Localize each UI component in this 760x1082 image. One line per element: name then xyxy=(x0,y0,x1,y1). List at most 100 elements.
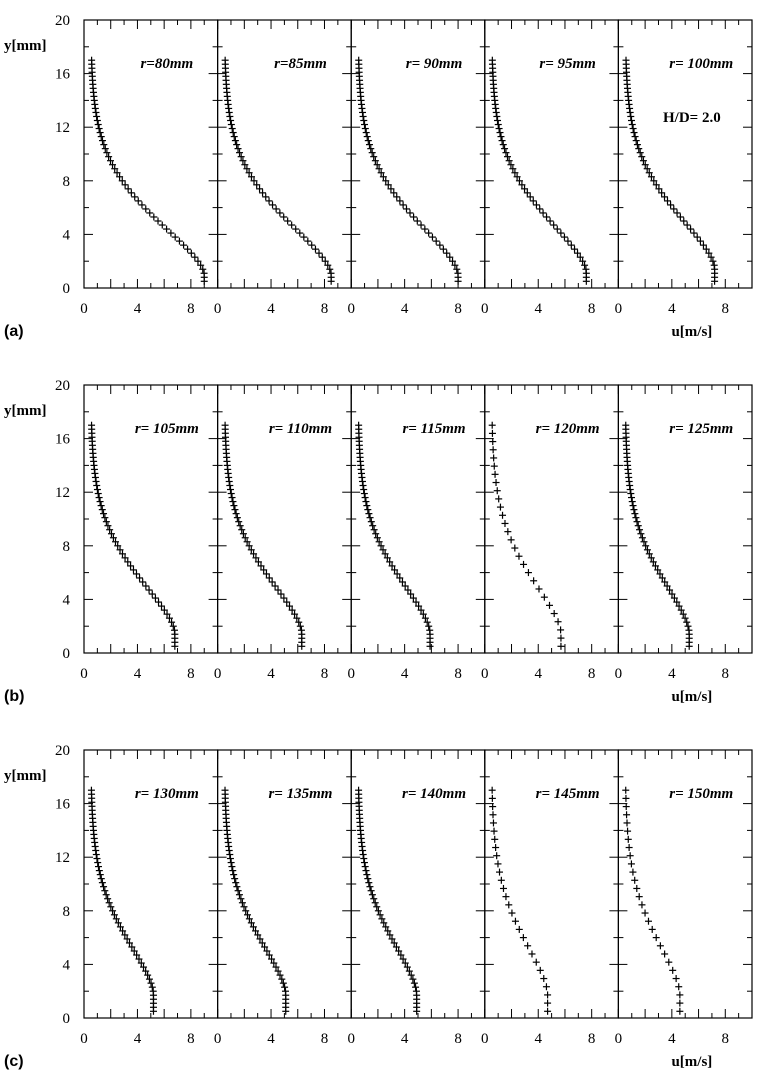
x-tick-label: 0 xyxy=(80,301,88,317)
x-tick-label: 0 xyxy=(214,301,222,317)
row-label: (c) xyxy=(4,1053,24,1070)
x-tick-label: 8 xyxy=(722,301,730,317)
x-tick-label: 4 xyxy=(668,301,676,317)
x-tick-label: 8 xyxy=(187,301,195,317)
radius-annotation: r= 135mm xyxy=(268,786,332,802)
radius-annotation: r= 130mm xyxy=(135,786,199,802)
radius-annotation: r= 105mm xyxy=(135,421,199,437)
x-tick-label: 4 xyxy=(267,301,275,317)
panel: 0 4 8 r= 130mm xyxy=(80,749,219,1047)
y-axis-title: y[mm] xyxy=(4,38,46,54)
panel: 0 4 8 r=80mm xyxy=(80,19,219,317)
x-tick-label: 8 xyxy=(187,666,195,682)
x-axis-title: u[m/s] xyxy=(671,1054,712,1070)
panel: 0 4 8 r= 100mm H/D= 2.0 xyxy=(615,19,753,317)
data-series xyxy=(221,421,306,650)
panel: 0 4 8 r= 105mm xyxy=(80,384,219,682)
x-tick-label: 8 xyxy=(321,666,329,682)
radius-annotation: r= 110mm xyxy=(269,421,332,437)
data-series xyxy=(88,56,208,285)
panel: 0 4 8 r= 110mm xyxy=(214,384,352,682)
x-tick-label: 0 xyxy=(615,301,623,317)
radius-annotation: r= 145mm xyxy=(536,786,600,802)
y-tick-label: 8 xyxy=(63,539,71,555)
y-tick-label: 16 xyxy=(55,67,71,83)
y-tick-label: 8 xyxy=(63,174,71,190)
data-series xyxy=(355,786,421,1015)
data-series xyxy=(622,786,684,1015)
data-series xyxy=(488,56,590,285)
radius-annotation: r= 140mm xyxy=(402,786,466,802)
x-tick-label: 4 xyxy=(134,1031,142,1047)
radius-annotation: r= 125mm xyxy=(669,421,733,437)
panel: 0 4 8 r= 125mm xyxy=(615,384,753,682)
radius-annotation: r= 95mm xyxy=(539,56,595,72)
x-tick-label: 4 xyxy=(401,1031,409,1047)
row-label: (a) xyxy=(4,323,24,340)
x-tick-label: 0 xyxy=(481,666,489,682)
x-tick-label: 0 xyxy=(347,1031,355,1047)
x-tick-label: 4 xyxy=(401,301,409,317)
x-tick-label: 8 xyxy=(588,666,596,682)
y-axis-title: y[mm] xyxy=(4,403,46,419)
panel: 0 4 8 r= 95mm xyxy=(481,19,619,317)
radius-annotation: r= 100mm xyxy=(669,56,733,72)
x-tick-label: 8 xyxy=(588,1031,596,1047)
panel: 0 4 8 r=85mm xyxy=(214,19,352,317)
x-tick-label: 4 xyxy=(267,666,275,682)
y-tick-label: 0 xyxy=(63,281,71,297)
panel: 0 4 8 r= 90mm xyxy=(347,19,486,317)
y-tick-label: 12 xyxy=(55,120,70,136)
x-tick-label: 8 xyxy=(454,666,462,682)
y-tick-label: 0 xyxy=(63,646,71,662)
y-tick-label: 16 xyxy=(55,432,71,448)
x-tick-label: 4 xyxy=(534,301,542,317)
panel: 0 4 8 r= 145mm xyxy=(481,749,619,1047)
x-tick-label: 4 xyxy=(668,666,676,682)
panel: 0 4 8 r= 135mm xyxy=(214,749,352,1047)
y-tick-label: 20 xyxy=(55,13,70,29)
x-tick-label: 0 xyxy=(347,666,355,682)
radius-annotation: r=85mm xyxy=(274,56,327,72)
x-tick-label: 4 xyxy=(534,666,542,682)
x-tick-label: 4 xyxy=(401,666,409,682)
y-tick-label: 12 xyxy=(55,850,70,866)
hd-annotation: H/D= 2.0 xyxy=(663,110,721,126)
x-tick-label: 4 xyxy=(134,301,142,317)
x-tick-label: 0 xyxy=(80,1031,88,1047)
data-series xyxy=(87,786,157,1015)
data-series xyxy=(221,56,335,285)
panel: 0 4 8 r= 140mm xyxy=(347,749,486,1047)
x-tick-label: 0 xyxy=(80,666,88,682)
y-tick-label: 4 xyxy=(63,227,71,243)
row-1: 0 4 8 r=80mm 0 4 8 r=85mm 0 4 8 r= 90mm 0 4 8 r= 95mm 0 4… xyxy=(4,13,753,340)
x-tick-label: 8 xyxy=(588,301,596,317)
x-tick-label: 0 xyxy=(481,1031,489,1047)
radius-annotation: r=80mm xyxy=(140,56,193,72)
x-tick-label: 8 xyxy=(321,301,329,317)
y-tick-label: 4 xyxy=(63,592,71,608)
radius-annotation: r= 115mm xyxy=(402,421,465,437)
x-tick-label: 8 xyxy=(454,1031,462,1047)
y-tick-label: 16 xyxy=(55,797,71,813)
x-tick-label: 4 xyxy=(134,666,142,682)
row-label: (b) xyxy=(4,688,24,705)
x-tick-label: 0 xyxy=(214,666,222,682)
x-tick-label: 0 xyxy=(347,301,355,317)
y-tick-label: 0 xyxy=(63,1011,71,1027)
data-series xyxy=(488,786,552,1015)
data-series xyxy=(622,56,719,285)
x-tick-label: 0 xyxy=(481,301,489,317)
data-series xyxy=(88,421,179,650)
x-tick-label: 8 xyxy=(722,1031,730,1047)
y-tick-label: 8 xyxy=(63,904,71,920)
y-tick-label: 12 xyxy=(55,485,70,501)
data-series xyxy=(622,421,693,650)
row-2: 0 4 8 r= 105mm 0 4 8 r= 110mm 0 4 8 r= 115mm 0 4 8 r= 1… xyxy=(4,378,753,705)
radius-annotation: r= 150mm xyxy=(669,786,733,802)
data-series xyxy=(355,421,434,650)
y-axis-title: y[mm] xyxy=(4,768,46,784)
x-tick-label: 4 xyxy=(534,1031,542,1047)
data-series xyxy=(355,56,462,285)
x-axis-title: u[m/s] xyxy=(671,689,712,705)
